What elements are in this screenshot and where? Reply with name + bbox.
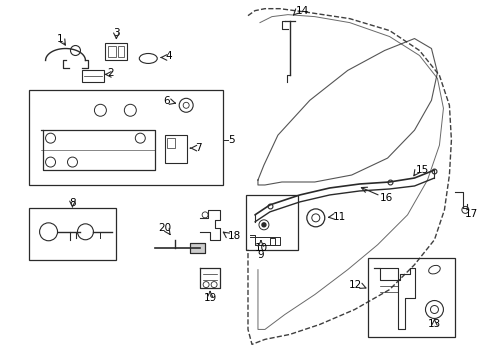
- Bar: [29, 90, 223, 185]
- Text: 14: 14: [295, 6, 308, 15]
- Bar: [165, 135, 187, 163]
- Bar: [29, 208, 116, 260]
- Text: 6: 6: [163, 96, 170, 106]
- Text: 5: 5: [227, 135, 234, 145]
- Bar: [108, 45, 116, 58]
- Text: 15: 15: [415, 165, 428, 175]
- Text: 7: 7: [195, 143, 202, 153]
- Bar: [190, 243, 204, 253]
- Text: 20: 20: [158, 223, 171, 233]
- Bar: [82, 71, 104, 82]
- Bar: [245, 195, 297, 250]
- Text: 9: 9: [257, 250, 264, 260]
- Circle shape: [262, 223, 265, 227]
- Text: 18: 18: [227, 231, 241, 241]
- Text: 10: 10: [254, 243, 267, 253]
- Bar: [167, 138, 175, 148]
- Text: 12: 12: [348, 280, 361, 289]
- Text: 3: 3: [113, 28, 120, 37]
- Text: 16: 16: [379, 193, 392, 203]
- Text: 2: 2: [107, 68, 114, 78]
- Text: 8: 8: [69, 198, 76, 208]
- Bar: [118, 45, 124, 58]
- Text: 13: 13: [427, 319, 440, 329]
- Bar: [367, 258, 454, 337]
- Text: 11: 11: [332, 212, 346, 222]
- Text: 4: 4: [165, 51, 171, 62]
- Bar: [190, 243, 204, 253]
- Text: 17: 17: [464, 209, 477, 219]
- Bar: [105, 42, 127, 60]
- Text: 19: 19: [203, 293, 216, 302]
- Text: 1: 1: [57, 33, 64, 44]
